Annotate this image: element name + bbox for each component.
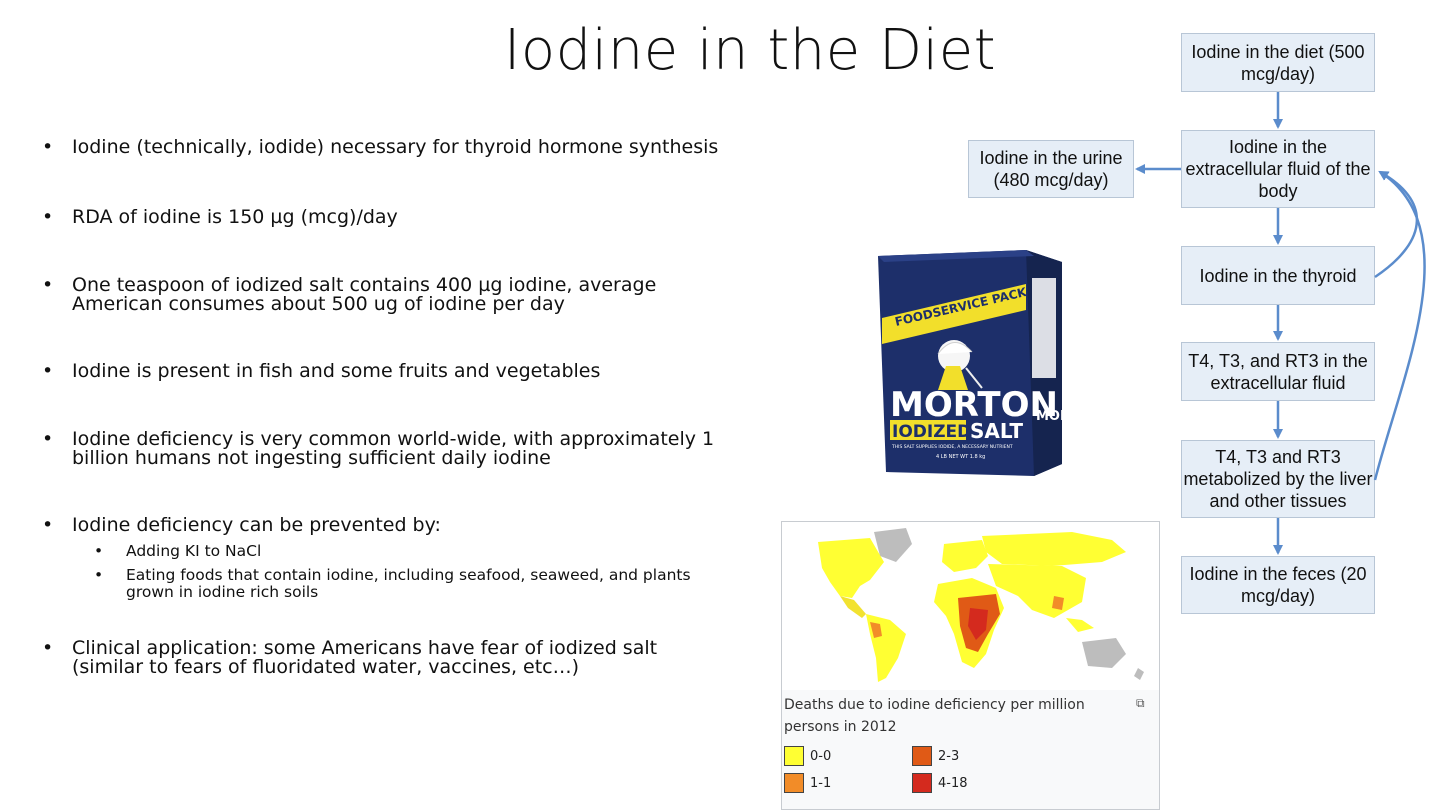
legend-item: 2-3 <box>912 746 959 766</box>
region-north-america <box>818 538 884 598</box>
flow-box-metabolized: T4, T3 and RT3 metabolized by the liver … <box>1181 440 1375 518</box>
region-europe <box>942 540 988 572</box>
map-caption: Deaths due to iodine deficiency per mill… <box>784 697 1085 735</box>
region-central-america <box>840 596 866 618</box>
flow-box-feces: Iodine in the feces (20 mcg/day) <box>1181 556 1375 614</box>
legend-swatch <box>784 773 804 793</box>
bullet-item: • Clinical application: some Americans ha… <box>42 637 658 678</box>
bullet-item: • Iodine deficiency can be prevented by: <box>42 514 441 536</box>
bullet-item: • RDA of iodine is 150 µg (mcg)/day <box>42 206 398 228</box>
world-map-image <box>782 522 1159 690</box>
salt-brand-text: MORTON <box>890 385 1058 425</box>
salt-side-text: MOR <box>1036 409 1062 424</box>
salt-iodized-text: IODIZED <box>892 422 971 442</box>
region-se-asia <box>1066 618 1094 632</box>
flow-box-thyroid: Iodine in the thyroid <box>1181 246 1375 305</box>
region-greenland <box>874 528 912 562</box>
bullet-item: • Iodine is present in fish and some frui… <box>42 360 601 382</box>
flow-box-urine: Iodine in the urine (480 mcg/day) <box>968 140 1134 198</box>
bullet-item: • One teaspoon of iodized salt contains 4… <box>42 274 657 315</box>
sub-bullet-item: • Eating foods that contain iodine, inclu… <box>94 566 691 601</box>
legend-item: 1-1 <box>784 773 831 793</box>
legend-swatch <box>784 746 804 766</box>
bullet-item: • Iodine (technically, iodide) necessary … <box>42 136 719 158</box>
region-new-zealand <box>1134 668 1144 680</box>
salt-word-text: SALT <box>970 419 1023 443</box>
salt-weight-text: 4 LB NET WT 1.8 kg <box>936 454 985 460</box>
bullet-item: • Iodine deficiency is very common world-… <box>42 428 715 469</box>
legend-swatch <box>912 746 932 766</box>
morton-salt-box-image: FOODSERVICE PACK MORTON IODIZED SALT THI… <box>878 250 1062 476</box>
salt-small-text: THIS SALT SUPPLIES IODIDE, A NECESSARY N… <box>891 444 1013 450</box>
flow-box-diet: Iodine in the diet (500 mcg/day) <box>1181 33 1375 92</box>
slide-title: Iodine in the Diet <box>503 18 997 83</box>
region-australia <box>1082 638 1126 668</box>
region-asia-orange <box>1052 596 1064 610</box>
arrow-thyroid-ecf <box>1374 170 1419 279</box>
region-russia <box>982 532 1126 566</box>
region-south-america-orange <box>870 622 882 638</box>
sub-bullet-item: • Adding KI to NaCl <box>94 542 262 560</box>
flow-box-ecf: Iodine in the extracellular fluid of the… <box>1181 130 1375 208</box>
legend-swatch <box>912 773 932 793</box>
legend-item: 0-0 <box>784 746 831 766</box>
iodine-deficiency-map-panel: Deaths due to iodine deficiency per mill… <box>781 521 1160 810</box>
expand-icon[interactable]: ⧉ <box>1136 696 1145 710</box>
region-africa-red <box>968 608 988 640</box>
legend-item: 4-18 <box>912 773 968 793</box>
arrow-metab-ecf <box>1373 170 1426 481</box>
flow-box-t4-ecf: T4, T3, and RT3 in the extracellular flu… <box>1181 342 1375 401</box>
